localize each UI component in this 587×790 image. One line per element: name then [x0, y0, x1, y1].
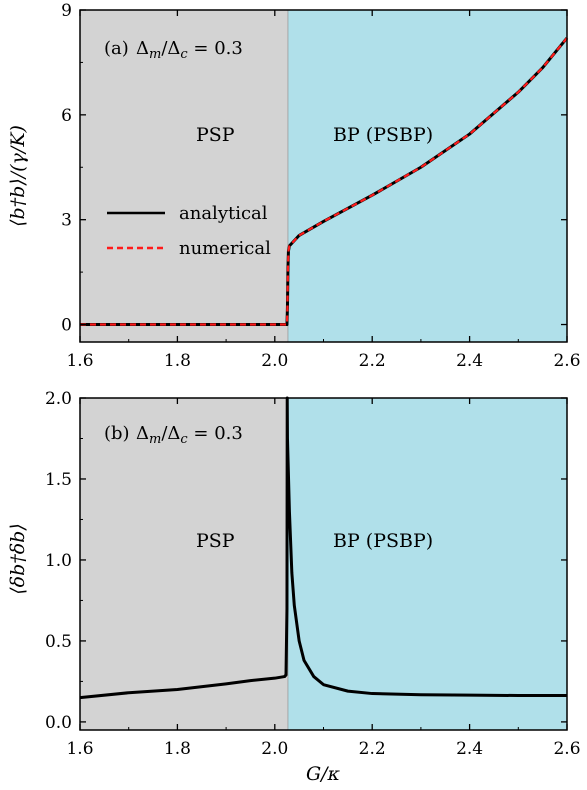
b-region-psp	[80, 398, 288, 730]
panel-a-annotation: Δm/Δc = 0.3	[136, 38, 243, 62]
b-xtick-label: 2.6	[553, 739, 580, 759]
legend-numerical-label: numerical	[179, 238, 271, 259]
a-xtick-label: 2.0	[261, 351, 288, 371]
b-ytick-label: 0.5	[45, 632, 72, 652]
b-xtick-label: 2.4	[456, 739, 483, 759]
b-ytick-label: 1.0	[45, 551, 72, 571]
a-xtick-label: 2.6	[553, 351, 580, 371]
panel-a: analytical numerical (a) Δm/Δc = 0.3 PSP…	[7, 1, 581, 371]
a-ytick-label: 9	[61, 1, 72, 21]
a-xtick-label: 2.2	[359, 351, 386, 371]
region-label-psp-b: PSP	[196, 530, 235, 552]
b-xtick-label: 1.6	[66, 739, 93, 759]
b-ytick-label: 0.0	[45, 713, 72, 733]
region-label-bp-b: BP (PSBP)	[333, 530, 433, 552]
b-ytick-label: 2.0	[45, 389, 72, 409]
a-xtick-label: 1.8	[164, 351, 191, 371]
legend: analytical numerical	[107, 203, 271, 259]
panel-b-annotation: Δm/Δc = 0.3	[136, 423, 243, 447]
b-xtick-label: 2.0	[261, 739, 288, 759]
legend-analytical-label: analytical	[179, 203, 268, 224]
a-region-psp	[80, 10, 288, 342]
y-axis-label-b: ⟨δb†δb⟩	[7, 523, 29, 595]
a-ytick-label: 6	[61, 106, 72, 126]
a-ytick-label: 3	[61, 211, 72, 231]
panel-a-label: (a)	[104, 38, 129, 59]
x-axis-label: G/κ	[306, 763, 341, 785]
b-series-curve	[79, 396, 567, 700]
panel-b: (b) Δm/Δc = 0.3 PSP BP (PSBP) 1.6 1.8 2.0 2…	[7, 389, 581, 785]
region-label-psp: PSP	[196, 124, 235, 146]
a-ytick-label: 0	[61, 316, 72, 336]
b-xtick-label: 1.8	[164, 739, 191, 759]
a-xtick-label: 2.4	[456, 351, 483, 371]
a-series-numerical	[80, 37, 568, 326]
b-region-bp	[287, 398, 567, 730]
a-xtick-label: 1.6	[66, 351, 93, 371]
b-ytick-label: 1.5	[45, 470, 72, 490]
b-xtick-label: 2.2	[359, 739, 386, 759]
region-label-bp: BP (PSBP)	[333, 124, 433, 146]
a-region-bp	[287, 10, 567, 342]
y-axis-label-a: ⟨b†b⟩/(γ/K)	[7, 125, 29, 227]
panel-b-label: (b)	[104, 423, 130, 444]
